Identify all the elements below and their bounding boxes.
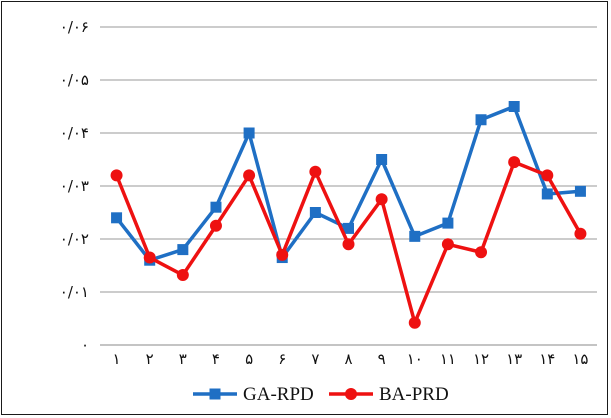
y-tick-label: ۰/۰۱ xyxy=(60,283,89,301)
series-line xyxy=(115,104,581,262)
y-tick-label: ۰/۰۲ xyxy=(60,230,89,248)
data-point xyxy=(574,185,586,197)
grid-lines xyxy=(100,26,597,346)
y-tick-label: ۰/۰۳ xyxy=(60,177,89,195)
x-tick-label: ۱۳ xyxy=(506,350,522,368)
data-point xyxy=(409,230,421,242)
x-tick-label: ۱۵ xyxy=(572,350,588,368)
data-point xyxy=(110,169,123,182)
y-tick-label: ۰/۰۵ xyxy=(60,71,89,89)
data-point xyxy=(243,127,255,139)
data-point xyxy=(408,316,421,329)
x-tick-label: ۷ xyxy=(311,350,319,368)
data-point xyxy=(111,212,123,224)
data-point xyxy=(375,193,388,206)
legend-marker xyxy=(345,388,357,400)
data-point xyxy=(508,156,521,169)
y-tick-label: ۰/۰۶ xyxy=(60,18,89,36)
data-point xyxy=(541,188,553,200)
x-tick-label: ۴ xyxy=(212,350,220,368)
x-tick-label: ۳ xyxy=(179,350,187,368)
x-tick-label: ۹ xyxy=(378,350,386,368)
data-point xyxy=(442,217,454,229)
data-point xyxy=(176,269,189,282)
series-layer xyxy=(110,101,587,329)
x-axis-ticks: ۱ ۲ ۳ ۴ ۵ ۶ ۷ ۸ ۹ ۱۰ ۱۱ ۱۲ ۱۳ ۱۴ ۱۵ xyxy=(113,350,589,368)
legend-marker xyxy=(209,388,221,400)
data-point xyxy=(475,246,488,259)
data-point xyxy=(342,238,355,251)
series-ba-prd xyxy=(110,156,587,329)
data-point xyxy=(276,248,289,261)
legend-label: BA-PRD xyxy=(379,384,449,405)
data-point xyxy=(309,165,322,178)
data-point xyxy=(143,251,156,264)
legend: GA-RPD BA-PRD xyxy=(193,384,449,405)
data-point xyxy=(243,169,256,182)
data-point xyxy=(177,244,189,256)
legend-item: BA-PRD xyxy=(329,384,449,405)
y-axis-ticks: ۰ ۰/۰۱ ۰/۰۲ ۰/۰۳ ۰/۰۴ ۰/۰۵ ۰/۰۶ xyxy=(60,18,89,354)
data-point xyxy=(441,238,454,251)
x-tick-label: ۱۰ xyxy=(407,350,423,368)
x-tick-label: ۵ xyxy=(245,350,253,368)
data-point xyxy=(343,222,354,234)
x-tick-label: ۱۱ xyxy=(440,350,456,368)
x-tick-label: ۲ xyxy=(146,350,154,368)
data-point xyxy=(309,207,321,218)
data-point xyxy=(209,219,222,232)
x-tick-label: ۸ xyxy=(344,350,352,368)
data-point xyxy=(475,114,487,126)
x-tick-label: ۱۲ xyxy=(473,350,489,368)
y-tick-label: ۰ xyxy=(81,336,89,354)
x-tick-label: ۱ xyxy=(113,350,121,368)
data-point xyxy=(376,154,388,165)
legend-item: GA-RPD xyxy=(193,384,314,405)
data-point xyxy=(210,201,222,213)
data-point xyxy=(574,227,587,240)
legend-label: GA-RPD xyxy=(243,384,314,405)
x-tick-label: ۱۴ xyxy=(539,350,555,368)
data-point xyxy=(508,101,520,112)
data-point xyxy=(541,169,554,182)
y-tick-label: ۰/۰۴ xyxy=(60,124,89,142)
x-tick-label: ۶ xyxy=(278,350,286,368)
